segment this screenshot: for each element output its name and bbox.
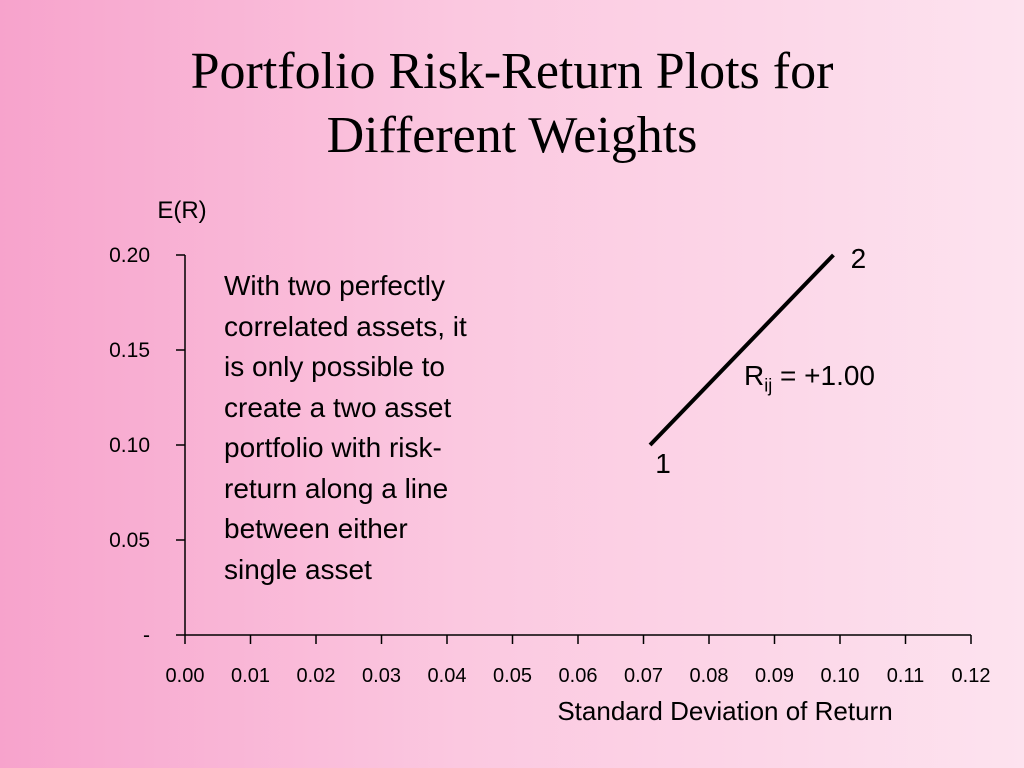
slide-title: Portfolio Risk-Return Plots for Differen…: [0, 40, 1024, 168]
series-line: [648, 253, 835, 447]
y-tick-label: 0.15: [109, 339, 150, 362]
y-tick-label: -: [143, 624, 150, 647]
x-tick-label: 0.08: [690, 665, 729, 687]
x-tick-label: 0.07: [624, 665, 663, 687]
x-tick-label: 0.01: [231, 665, 270, 687]
y-axis-label: E(R): [157, 197, 206, 224]
point-label: 1: [655, 448, 671, 479]
annotation-line: between either: [224, 513, 408, 544]
x-tick-label: 0.09: [755, 665, 794, 687]
slide-title-line-1: Portfolio Risk-Return Plots for: [190, 43, 834, 100]
annotation-line: portfolio with risk-: [224, 432, 442, 463]
x-tick-label: 0.02: [297, 665, 336, 687]
x-tick-label: 0.10: [821, 665, 860, 687]
annotation-line: correlated assets, it: [224, 310, 467, 342]
correlation-label: Rij = +1.00: [744, 360, 875, 397]
annotation-text: With two perfectly correlated assets, it…: [224, 266, 534, 590]
x-tick-label: 0.00: [166, 665, 205, 687]
x-tick-label: 0.06: [559, 665, 598, 687]
annotation-line: create a two asset: [224, 391, 452, 423]
y-tick-label: 0.20: [109, 244, 150, 267]
annotation-line: return along a line: [224, 472, 449, 504]
x-tick-label: 0.11: [887, 665, 924, 687]
x-tick-label: 0.12: [952, 665, 991, 687]
x-tick-label: 0.05: [493, 665, 532, 687]
x-tick-label: 0.04: [428, 665, 467, 687]
y-tick-label: 0.10: [109, 434, 150, 457]
x-ticks: 0.00 0.01 0.02 0.03 0.04 0.05 0.06 0.07 0.08 0.09…: [166, 635, 991, 687]
annotation-line: With two perfectly: [224, 270, 445, 301]
point-label: 2: [851, 243, 867, 274]
correlation-subscript: ij: [764, 375, 773, 396]
series-layer: 12: [648, 243, 867, 479]
x-tick-label: 0.03: [362, 665, 401, 687]
correlation-value: = +1.00: [772, 360, 875, 391]
y-tick-label: 0.05: [109, 529, 150, 552]
annotation-line: is only possible to: [224, 351, 446, 382]
correlation-symbol: R: [744, 360, 765, 391]
slide-title-line-2: Different Weights: [326, 107, 698, 164]
y-ticks: - 0.05 0.10 0.15 0.20: [109, 244, 185, 647]
annotation-line: single asset: [224, 553, 372, 585]
x-axis-label: Standard Deviation of Return: [557, 696, 892, 726]
